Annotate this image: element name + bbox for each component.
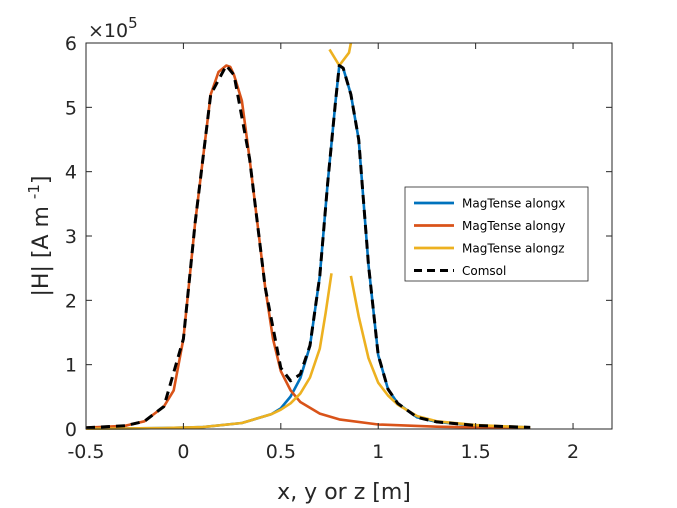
y-tick-label: 4 [65, 162, 77, 184]
y-tick-label: 1 [65, 355, 77, 377]
y-tick-label: 6 [65, 33, 77, 55]
y-multiplier: ×105 [88, 14, 138, 42]
x-tick-label: 1 [372, 441, 384, 463]
y-tick-label: 5 [65, 97, 77, 119]
legend-label-1: MagTense alongx [462, 197, 565, 211]
y-axis-label-main: |H| [A m [29, 199, 54, 296]
y-axis-label-close: ] [29, 176, 54, 185]
y-tick-label: 3 [65, 226, 77, 248]
y-tick-label: 0 [65, 419, 77, 441]
series-line-4 [85, 64, 531, 430]
x-tick-label: 0.5 [266, 441, 296, 463]
legend-label-2: MagTense alongy [462, 219, 565, 233]
series-line-3-seg1 [85, 273, 333, 430]
series-line-3-seg2 [328, 42, 353, 67]
y-multiplier-base: ×10 [88, 20, 128, 42]
series-layer [85, 42, 531, 430]
x-tick-label: 0 [177, 441, 189, 463]
legend-label-3: MagTense alongz [462, 242, 565, 256]
y-axis-label: |H| [A m -1] [25, 176, 54, 297]
y-multiplier-exp: 5 [128, 14, 138, 32]
x-tick-label: -0.5 [67, 441, 104, 463]
x-tick-label: 1.5 [461, 441, 491, 463]
y-axis-label-exp: -1 [25, 184, 43, 199]
legend-label-4: Comsol [462, 264, 506, 278]
y-tick-label: 2 [65, 290, 77, 312]
axes [85, 42, 613, 430]
x-tick-label: 2 [567, 441, 579, 463]
x-axis-label: x, y or z [m] [277, 480, 411, 505]
legend: MagTense alongx MagTense alongy MagTense a… [404, 186, 589, 282]
